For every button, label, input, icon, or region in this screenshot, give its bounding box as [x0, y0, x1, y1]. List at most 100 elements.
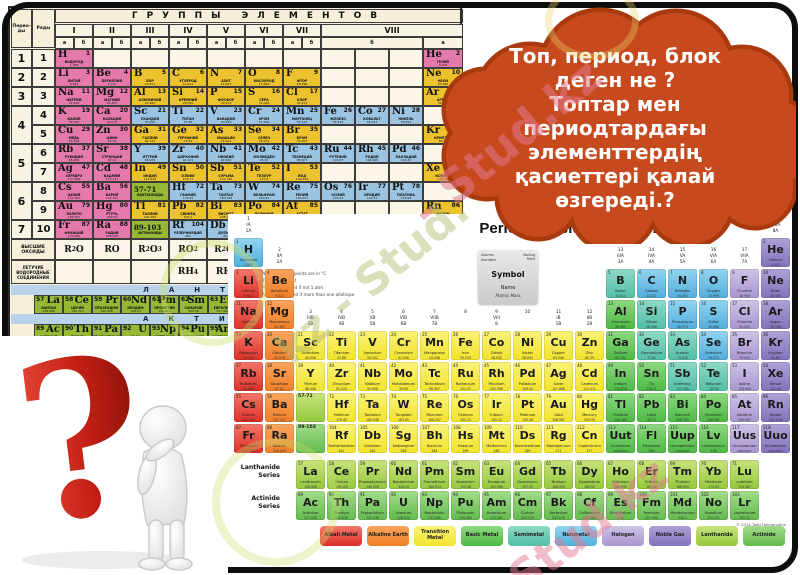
- element-cell: 75 Re РЕНИЙ 186.207: [283, 182, 321, 201]
- group-label-line: VIIIA: [770, 223, 781, 229]
- empty-cell: [131, 49, 169, 68]
- element-name: БОР: [146, 78, 154, 83]
- period-number: 5: [11, 144, 32, 182]
- element-name: Actinium: [302, 510, 319, 515]
- element-symbol: Hg: [580, 398, 599, 411]
- element-cell: 55 Cs ЦЕЗИЙ 132.905: [55, 182, 93, 201]
- element-symbol: Co: [488, 336, 505, 349]
- element-name: Nitrogen: [674, 288, 691, 293]
- element-symbol: Lu: [737, 465, 752, 478]
- element-symbol: Rn: [767, 398, 784, 411]
- element-symbol: Ru: [457, 367, 474, 380]
- element-cell: 3 Li Lithium 6.941: [234, 269, 263, 298]
- element-cell: 31 Ga ГАЛЛИЙ 69.732: [131, 125, 169, 144]
- element-cell: 53 I ИОД 126.904: [283, 163, 321, 182]
- element-symbol: H: [243, 243, 254, 256]
- group-label: 13 IIIA 3A: [606, 248, 635, 267]
- element-symbol: Pm: [424, 465, 445, 478]
- element-symbol: Pb: [172, 201, 187, 212]
- atomic-number: 63: [484, 461, 490, 466]
- subgroup-b-header: б: [150, 37, 169, 49]
- group-label: 8: [451, 310, 480, 316]
- atomic-mass: 244.064: [459, 515, 472, 520]
- element-symbol: Cd: [581, 367, 598, 380]
- element-cell: 20 Ca Calcium 40.078: [265, 331, 294, 360]
- atomic-number: 14: [195, 88, 204, 95]
- element-name: ПРОМЕТИЙ: [154, 305, 175, 310]
- element-cell: 104 Rf Rutherfordium 261: [327, 424, 356, 453]
- period-number: 4: [11, 106, 32, 144]
- atomic-number: 97: [546, 492, 552, 497]
- atomic-mass: 4.003: [771, 262, 780, 267]
- element-name: ОСМИЙ: [331, 192, 345, 197]
- atomic-mass: 132.905: [67, 196, 81, 200]
- element-name: РУБИДИЙ: [64, 154, 84, 159]
- element-cell: 1 H ВОДОРОД 1.008: [55, 49, 93, 68]
- atomic-number: 6: [639, 270, 642, 275]
- element-symbol: U: [138, 324, 147, 335]
- atomic-mass: 140.908: [366, 484, 379, 489]
- element-symbol: F: [740, 274, 749, 287]
- atomic-number: 72: [329, 394, 335, 399]
- element-cell: 30 Zn ЦИНК 65.39: [93, 125, 131, 144]
- element-cell: 74 W ВОЛЬФРАМ 183.85: [245, 182, 283, 201]
- empty-cell: [245, 49, 283, 68]
- element-symbol: Nd: [130, 295, 147, 306]
- element-cell: 97 Bk Berkelium 247.070: [544, 491, 573, 520]
- group-label-line: 5B: [369, 322, 376, 328]
- atomic-number: 88: [119, 221, 128, 228]
- group-label-line: 6: [402, 310, 405, 315]
- element-cell: 16 S Sulfur 32.066: [699, 300, 728, 329]
- element-cell: 57 La Lanthanum 138.906: [296, 460, 325, 489]
- element-name: Lithium: [241, 288, 256, 293]
- element-name: ФОСФОР: [217, 97, 235, 102]
- element-symbol: Ra: [96, 220, 112, 231]
- element-symbol: Yb: [705, 465, 722, 478]
- atomic-mass: 22.990: [243, 324, 254, 329]
- atomic-number: 14: [639, 301, 645, 306]
- element-name: МЫШЬЯК: [217, 135, 235, 140]
- atomic-number: 98: [577, 492, 583, 497]
- element-name: ПЛАТИНА: [397, 192, 415, 197]
- element-cell: 111 Rg Roentgenium 272: [544, 424, 573, 453]
- element-cell: 106 Sg Seaborgium 266: [389, 424, 418, 453]
- atomic-mass: 121.760: [219, 177, 233, 181]
- element-symbol: Sb: [674, 367, 691, 380]
- element-cell: 61 Pm Promethium 144.913: [420, 460, 449, 489]
- atomic-number: 44: [453, 363, 459, 368]
- legend-chip: Lanthanide: [696, 526, 738, 546]
- element-cell: 22 Ti Titanium 47.88: [327, 331, 356, 360]
- empty-cell: [389, 49, 423, 68]
- element-name: БРОМ: [296, 135, 308, 140]
- element-symbol: Li: [243, 274, 254, 287]
- element-cell: 110 Ds Darmstadtium 269: [513, 424, 542, 453]
- element-symbol: S: [248, 87, 256, 98]
- group-label-line: 4A: [648, 260, 655, 266]
- atomic-number: 58: [65, 296, 74, 303]
- element-cell: 82 Pb Lead 207.2: [637, 393, 666, 422]
- en-periodic-table: Periodic Table of the Elements Atomic Nu…: [228, 214, 794, 568]
- element-name: Lanthanum: [300, 479, 321, 484]
- element-cell: 112 Cn Copernicium 277: [575, 424, 604, 453]
- element-symbol: I: [286, 163, 291, 174]
- group-label-line: 6A: [710, 260, 717, 266]
- ru-periodic-table: ГРУППЫ ЭЛЕМЕНТОВ Перио- ды Ряды ВЫСШИЕ О…: [8, 6, 463, 343]
- element-name: Chromium: [394, 350, 413, 355]
- element-symbol: Rg: [550, 429, 567, 442]
- element-cell: 40 Zr Zirconium 91.224: [327, 362, 356, 391]
- element-cell: 75 Re Rhenium 186.207: [420, 393, 449, 422]
- element-symbol: Ce: [74, 295, 89, 306]
- element-name: Copernicium: [578, 443, 601, 448]
- element-name: Boron: [615, 288, 626, 293]
- element-symbol: Zn: [581, 336, 598, 349]
- element-symbol: Se: [705, 336, 722, 349]
- element-cell: 58 Ce Cerium 140.115: [327, 460, 356, 489]
- lanthanide-series-label: Lanthanide Series: [240, 464, 280, 479]
- element-symbol: Ra: [271, 429, 288, 442]
- atomic-mass: 92.906: [220, 158, 232, 162]
- element-symbol: Ag: [550, 367, 567, 380]
- element-cell: 1 H Hydrogen 1.008: [234, 238, 263, 267]
- group-label-line: 1: [247, 217, 250, 222]
- element-name: Molybdenum: [391, 381, 416, 386]
- atomic-number: 29: [81, 126, 90, 133]
